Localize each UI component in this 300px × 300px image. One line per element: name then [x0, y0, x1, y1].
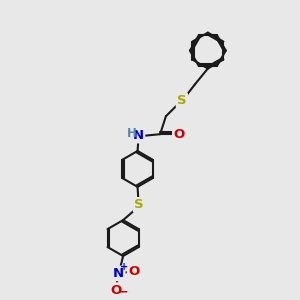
Text: H: H [127, 128, 137, 140]
Text: +: + [121, 262, 129, 272]
Text: N: N [113, 267, 124, 280]
Text: O: O [128, 266, 140, 278]
Text: N: N [133, 129, 144, 142]
Text: O: O [110, 284, 122, 297]
Text: S: S [134, 198, 144, 211]
Text: S: S [177, 94, 187, 107]
Text: O: O [173, 128, 184, 141]
Text: −: − [118, 286, 128, 299]
